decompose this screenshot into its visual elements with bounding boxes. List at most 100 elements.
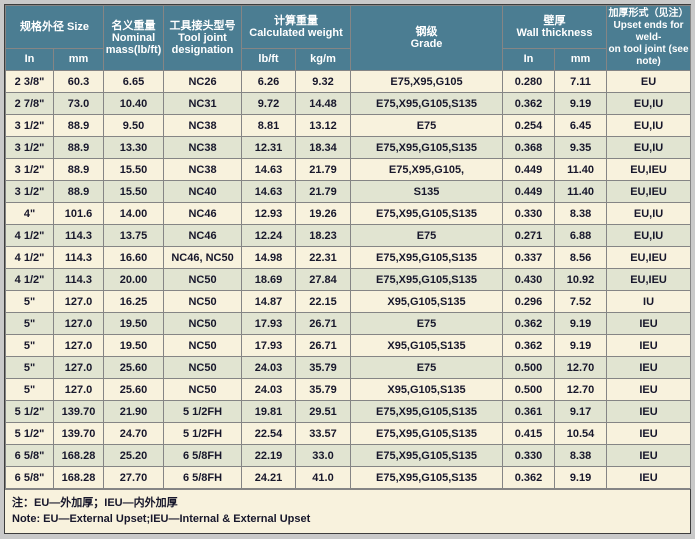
table-cell: 139.70 (52, 422, 105, 445)
table-cell: 127.0 (52, 290, 105, 313)
table-cell: E75,X95,G105,S135 (350, 400, 504, 423)
table-cell: E75,X95,G105,S135 (350, 444, 504, 467)
table-cell: 0.280 (502, 70, 556, 93)
table-cell: 12.93 (241, 202, 297, 225)
table-cell: 5" (5, 378, 54, 401)
table-cell: E75,X95,G105,S135 (350, 92, 504, 115)
table-cell: 17.93 (241, 312, 297, 335)
table-cell: 3 1/2" (5, 158, 54, 181)
table-cell: 0.449 (502, 180, 556, 203)
table-cell: 33.0 (295, 444, 352, 467)
table-cell: NC50 (163, 334, 243, 357)
table-cell: 16.60 (103, 246, 165, 269)
table-cell: 0.362 (502, 466, 556, 489)
table-cell: 9.72 (241, 92, 297, 115)
table-cell: IEU (606, 400, 692, 423)
table-cell: EU,IU (606, 92, 692, 115)
table-cell: 26.71 (295, 334, 352, 357)
table-cell: 24.03 (241, 378, 297, 401)
note-cn: 注：EU—外加厚；IEU—内外加厚 (12, 497, 178, 509)
table-cell: 9.35 (554, 136, 608, 159)
table-cell: 21.79 (295, 180, 352, 203)
table-cell: 14.63 (241, 158, 297, 181)
table-cell: 8.38 (554, 202, 608, 225)
table-cell: 14.00 (103, 202, 165, 225)
table-cell: 4" (5, 202, 54, 225)
table-cell: EU,IU (606, 114, 692, 137)
spec-sheet: 规格外径 Size 名义重量 Nominal mass(lb/ft) 工具接头型… (4, 4, 692, 534)
table-cell: 2 7/8" (5, 92, 54, 115)
table-cell: 6.88 (554, 224, 608, 247)
table-cell: 0.449 (502, 158, 556, 181)
table-cell: 101.6 (52, 202, 105, 225)
table-cell: NC50 (163, 290, 243, 313)
table-cell: 9.19 (554, 92, 608, 115)
table-row: 4 1/2" 114.3 16.60 NC46, NC50 14.98 22.31 E75,… (5, 246, 692, 269)
table-cell: X95,G105,S135 (350, 290, 504, 313)
table-cell: 88.9 (52, 114, 105, 137)
table-cell: 0.415 (502, 422, 556, 445)
table-cell: X95,G105,S135 (350, 378, 504, 401)
table-row: 6 5/8" 168.28 25.20 6 5/8FH 22.19 33.0 E75,X95… (5, 444, 692, 467)
table-row: 3 1/2" 88.9 15.50 NC40 14.63 21.79 S135 0.449 11… (5, 180, 692, 203)
table-cell: 0.361 (502, 400, 556, 423)
drill-pipe-spec-table: 规格外径 Size 名义重量 Nominal mass(lb/ft) 工具接头型… (4, 5, 692, 489)
table-cell: EU,IU (606, 224, 692, 247)
table-cell: 0.271 (502, 224, 556, 247)
table-cell: 14.87 (241, 290, 297, 313)
table-cell: 9.32 (295, 70, 352, 93)
table-cell: E75 (350, 312, 504, 335)
table-cell: 18.34 (295, 136, 352, 159)
header-weight-kgm: kg/m (295, 47, 352, 72)
table-cell: 7.11 (554, 70, 608, 93)
table-cell: 0.296 (502, 290, 556, 313)
table-cell: NC50 (163, 312, 243, 335)
table-cell: NC38 (163, 136, 243, 159)
table-cell: 6 5/8" (5, 466, 54, 489)
table-cell: E75,X95,G105,S135 (350, 202, 504, 225)
table-cell: NC50 (163, 378, 243, 401)
table-cell: NC31 (163, 92, 243, 115)
table-cell: 27.84 (295, 268, 352, 291)
table-row: 2 7/8" 73.0 10.40 NC31 9.72 14.48 E75,X95,G105… (5, 92, 692, 115)
table-cell: IEU (606, 444, 692, 467)
table-cell: IEU (606, 312, 692, 335)
table-cell: 8.56 (554, 246, 608, 269)
table-cell: 18.23 (295, 224, 352, 247)
table-cell: 10.54 (554, 422, 608, 445)
table-cell: 17.93 (241, 334, 297, 357)
table-cell: 5" (5, 290, 54, 313)
table-cell: 19.50 (103, 312, 165, 335)
table-cell: X95,G105,S135 (350, 334, 504, 357)
table-cell: 3 1/2" (5, 180, 54, 203)
table-row: 3 1/2" 88.9 9.50 NC38 8.81 13.12 E75 0.254 6.45 E… (5, 114, 692, 137)
table-cell: 114.3 (52, 246, 105, 269)
table-cell: 5 1/2FH (163, 400, 243, 423)
table-cell: 12.70 (554, 378, 608, 401)
table-row: 5" 127.0 16.25 NC50 14.87 22.15 X95,G105,S135 0… (5, 290, 692, 313)
table-cell: E75,X95,G105 (350, 70, 504, 93)
table-cell: 8.81 (241, 114, 297, 137)
table-cell: 0.368 (502, 136, 556, 159)
table-cell: NC46 (163, 224, 243, 247)
table-row: 5 1/2" 139.70 24.70 5 1/2FH 22.54 33.57 E75,X9… (5, 422, 692, 445)
table-cell: 12.70 (554, 356, 608, 379)
table-cell: 22.19 (241, 444, 297, 467)
table-cell: 0.362 (502, 92, 556, 115)
table-row: 4" 101.6 14.00 NC46 12.93 19.26 E75,X95,G105,S… (5, 202, 692, 225)
table-cell: E75 (350, 224, 504, 247)
table-cell: S135 (350, 180, 504, 203)
table-cell: 0.337 (502, 246, 556, 269)
table-cell: 9.17 (554, 400, 608, 423)
table-row: 5" 127.0 25.60 NC50 24.03 35.79 X95,G105,S135 0… (5, 378, 692, 401)
table-cell: 24.03 (241, 356, 297, 379)
table-cell: 0.500 (502, 356, 556, 379)
table-cell: 5 1/2" (5, 422, 54, 445)
table-cell: IU (606, 290, 692, 313)
table-cell: NC46, NC50 (163, 246, 243, 269)
header-grade: 钢级 Grade (350, 5, 504, 71)
table-cell: 5" (5, 334, 54, 357)
table-cell: 127.0 (52, 334, 105, 357)
table-cell: 6 5/8FH (163, 444, 243, 467)
table-cell: 6.26 (241, 70, 297, 93)
